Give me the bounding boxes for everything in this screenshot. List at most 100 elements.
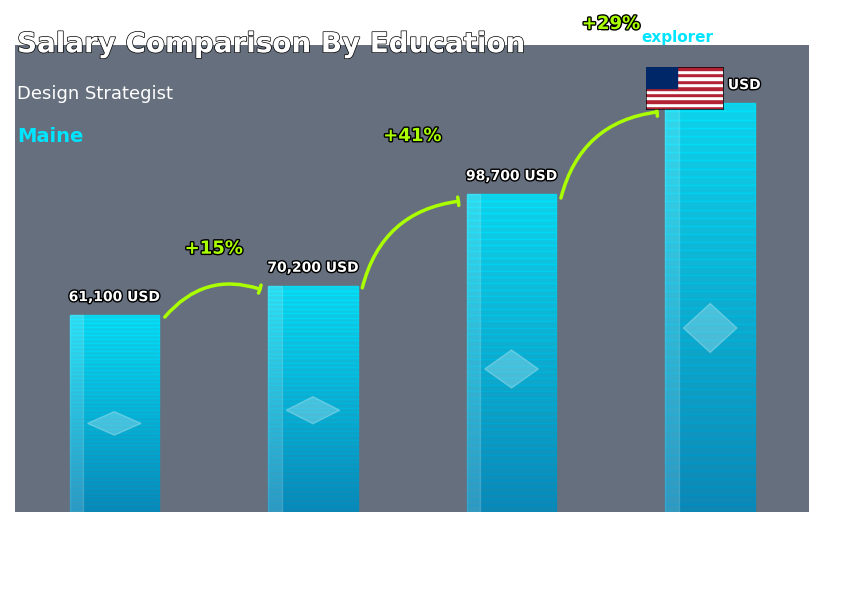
Bar bbox=[70, 508, 159, 512]
Bar bbox=[269, 345, 358, 349]
Bar bbox=[269, 444, 358, 448]
Text: +41%: +41% bbox=[383, 127, 441, 145]
Bar bbox=[70, 410, 159, 413]
Bar bbox=[666, 414, 755, 422]
Bar bbox=[269, 480, 358, 485]
Bar bbox=[666, 152, 755, 161]
Bar bbox=[467, 442, 556, 448]
Bar bbox=[666, 283, 755, 291]
Bar bbox=[666, 487, 755, 496]
Bar bbox=[70, 351, 159, 355]
Bar bbox=[269, 422, 358, 426]
Bar bbox=[467, 270, 556, 277]
Bar bbox=[70, 476, 159, 481]
Bar bbox=[666, 332, 755, 340]
Bar bbox=[269, 439, 358, 444]
Bar bbox=[467, 391, 556, 398]
Bar bbox=[666, 348, 755, 356]
Bar bbox=[269, 336, 358, 340]
Bar bbox=[70, 402, 159, 405]
Bar bbox=[666, 259, 755, 267]
Bar bbox=[269, 372, 358, 376]
Polygon shape bbox=[286, 397, 340, 424]
Bar bbox=[269, 498, 358, 503]
Bar bbox=[666, 168, 755, 177]
Bar bbox=[70, 367, 159, 370]
Bar bbox=[269, 299, 358, 304]
Bar bbox=[467, 321, 556, 328]
Bar bbox=[666, 177, 755, 185]
Bar bbox=[269, 503, 358, 507]
Bar bbox=[269, 322, 358, 327]
Bar bbox=[269, 349, 358, 354]
Bar bbox=[70, 504, 159, 508]
Bar bbox=[269, 363, 358, 367]
Bar bbox=[467, 213, 556, 220]
Bar bbox=[666, 291, 755, 299]
Bar bbox=[467, 398, 556, 404]
Bar bbox=[646, 67, 722, 70]
Bar bbox=[70, 496, 159, 500]
Bar bbox=[467, 436, 556, 442]
Bar bbox=[646, 93, 722, 96]
Bar bbox=[646, 76, 722, 80]
Text: Certificate or
Diploma: Certificate or Diploma bbox=[268, 530, 359, 561]
Text: Bachelor's
Degree: Bachelor's Degree bbox=[475, 530, 547, 561]
Polygon shape bbox=[88, 411, 141, 435]
Bar bbox=[70, 359, 159, 362]
Bar bbox=[70, 390, 159, 394]
Bar bbox=[269, 381, 358, 385]
Bar bbox=[269, 462, 358, 467]
Bar bbox=[666, 144, 755, 152]
Bar bbox=[70, 315, 159, 319]
Bar bbox=[666, 128, 755, 136]
Bar bbox=[70, 461, 159, 465]
Bar bbox=[467, 416, 556, 423]
Bar bbox=[467, 195, 480, 512]
Bar bbox=[70, 386, 159, 390]
Text: 98,700 USD: 98,700 USD bbox=[466, 169, 557, 183]
Bar bbox=[467, 385, 556, 391]
Bar bbox=[666, 454, 755, 463]
Bar bbox=[467, 328, 556, 334]
Bar bbox=[666, 438, 755, 447]
Bar bbox=[467, 429, 556, 436]
Bar bbox=[269, 453, 358, 458]
Bar bbox=[269, 417, 358, 422]
Bar bbox=[646, 73, 722, 76]
Bar bbox=[467, 480, 556, 487]
Bar bbox=[467, 245, 556, 251]
Text: 61,100 USD: 61,100 USD bbox=[69, 290, 160, 304]
Bar bbox=[269, 286, 281, 512]
Bar bbox=[467, 207, 556, 213]
Bar bbox=[269, 467, 358, 471]
Bar bbox=[666, 447, 755, 454]
Bar bbox=[70, 370, 159, 375]
Bar bbox=[666, 430, 755, 438]
Bar bbox=[666, 389, 755, 398]
Bar bbox=[666, 365, 755, 373]
Bar bbox=[70, 465, 159, 468]
Bar bbox=[269, 399, 358, 404]
Bar bbox=[467, 315, 556, 321]
Bar bbox=[269, 430, 358, 435]
Bar bbox=[467, 201, 556, 207]
Bar bbox=[467, 347, 556, 353]
Bar bbox=[467, 423, 556, 429]
Bar bbox=[269, 358, 358, 363]
Bar bbox=[467, 341, 556, 347]
Bar bbox=[269, 340, 358, 345]
Bar bbox=[666, 234, 755, 242]
Bar bbox=[70, 445, 159, 449]
Bar bbox=[467, 251, 556, 258]
Bar bbox=[467, 233, 556, 239]
Bar bbox=[467, 353, 556, 359]
Bar bbox=[666, 405, 755, 414]
Bar bbox=[269, 313, 358, 318]
Text: .com: .com bbox=[711, 30, 752, 45]
Bar bbox=[467, 410, 556, 416]
Bar bbox=[467, 264, 556, 270]
Bar bbox=[467, 467, 556, 474]
Bar bbox=[467, 334, 556, 341]
Text: High School: High School bbox=[73, 530, 156, 545]
